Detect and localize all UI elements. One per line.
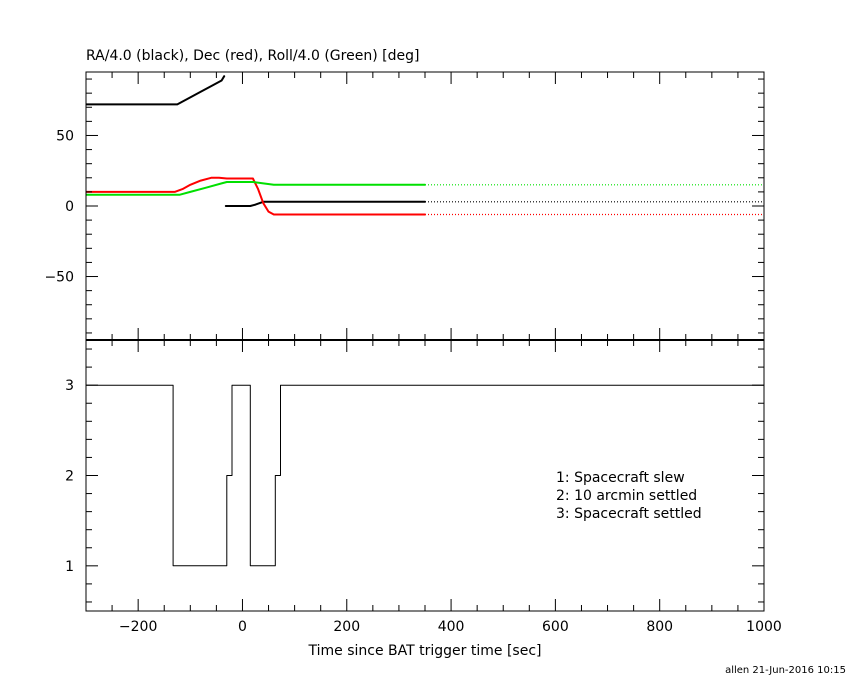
attitude-y-tick-label: 0 bbox=[65, 199, 74, 215]
attitude-axis-ticks bbox=[85, 72, 765, 340]
attitude-panel: RA/4.0 (black), Dec (red), Roll/4.0 (Gre… bbox=[44, 48, 765, 341]
settle-status-axis-ticks bbox=[85, 340, 765, 611]
settle-legend: 1: Spacecraft slew 2: 10 arcmin settled … bbox=[556, 470, 702, 522]
attitude-y-tick-label: −50 bbox=[44, 270, 74, 286]
attitude-y-tick-label: 50 bbox=[56, 128, 74, 144]
x-tick-labels: −200 0 200 400 600 800 1000 bbox=[119, 619, 782, 635]
series-line bbox=[86, 176, 426, 216]
x-tick-label: 0 bbox=[238, 619, 247, 635]
legend-entry-slew: 1: Spacecraft slew bbox=[556, 470, 685, 486]
attitude-series-group bbox=[86, 75, 764, 216]
x-tick-label: 600 bbox=[542, 619, 569, 635]
settle-status-panel: 1 2 3 −200 0 200 400 600 800 1000 Time s… bbox=[65, 339, 782, 659]
series-line bbox=[86, 181, 426, 196]
x-axis-label: Time since BAT trigger time [sec] bbox=[308, 643, 542, 659]
credit-footer: allen 21-Jun-2016 10:15 bbox=[725, 665, 846, 676]
x-tick-label: 400 bbox=[438, 619, 465, 635]
settle-status-series-group bbox=[86, 384, 764, 567]
attitude-y-tick-labels: −50 0 50 bbox=[44, 128, 74, 285]
attitude-panel-frame bbox=[85, 71, 765, 341]
settle-y-tick-label: 1 bbox=[65, 559, 74, 575]
attitude-panel-title: RA/4.0 (black), Dec (red), Roll/4.0 (Gre… bbox=[86, 48, 419, 64]
settle-y-tick-label: 3 bbox=[65, 378, 74, 394]
x-tick-label: 1000 bbox=[746, 619, 782, 635]
legend-entry-10-arcmin: 2: 10 arcmin settled bbox=[556, 488, 697, 504]
x-tick-label: 200 bbox=[333, 619, 360, 635]
legend-entry-settled: 3: Spacecraft settled bbox=[556, 506, 702, 522]
series-line bbox=[86, 384, 764, 567]
series-line bbox=[224, 200, 426, 207]
x-tick-label: 800 bbox=[646, 619, 673, 635]
series-line bbox=[86, 75, 226, 106]
x-tick-label: −200 bbox=[119, 619, 157, 635]
settle-y-tick-label: 2 bbox=[65, 469, 74, 485]
settle-y-tick-labels: 1 2 3 bbox=[65, 378, 74, 575]
